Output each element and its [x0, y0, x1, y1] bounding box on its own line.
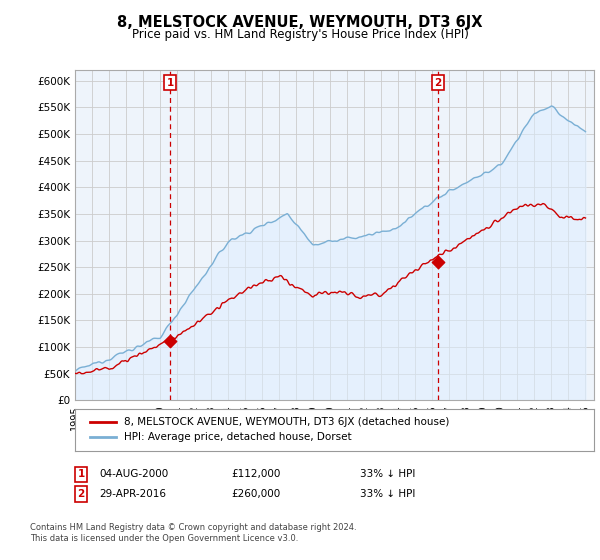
Text: Contains HM Land Registry data © Crown copyright and database right 2024.
This d: Contains HM Land Registry data © Crown c… — [30, 524, 356, 543]
Text: 04-AUG-2000: 04-AUG-2000 — [99, 469, 168, 479]
Legend: 8, MELSTOCK AVENUE, WEYMOUTH, DT3 6JX (detached house), HPI: Average price, deta: 8, MELSTOCK AVENUE, WEYMOUTH, DT3 6JX (d… — [85, 413, 454, 446]
Text: 1: 1 — [77, 469, 85, 479]
Text: Price paid vs. HM Land Registry's House Price Index (HPI): Price paid vs. HM Land Registry's House … — [131, 28, 469, 41]
Text: £112,000: £112,000 — [231, 469, 280, 479]
Text: 1: 1 — [166, 78, 173, 88]
Text: 2: 2 — [77, 489, 85, 499]
Point — [433, 258, 443, 267]
Text: 29-APR-2016: 29-APR-2016 — [99, 489, 166, 499]
Text: 33% ↓ HPI: 33% ↓ HPI — [360, 489, 415, 499]
Point — [165, 336, 175, 345]
Text: 8, MELSTOCK AVENUE, WEYMOUTH, DT3 6JX: 8, MELSTOCK AVENUE, WEYMOUTH, DT3 6JX — [117, 15, 483, 30]
Text: £260,000: £260,000 — [231, 489, 280, 499]
Text: 33% ↓ HPI: 33% ↓ HPI — [360, 469, 415, 479]
Text: 2: 2 — [434, 78, 442, 88]
